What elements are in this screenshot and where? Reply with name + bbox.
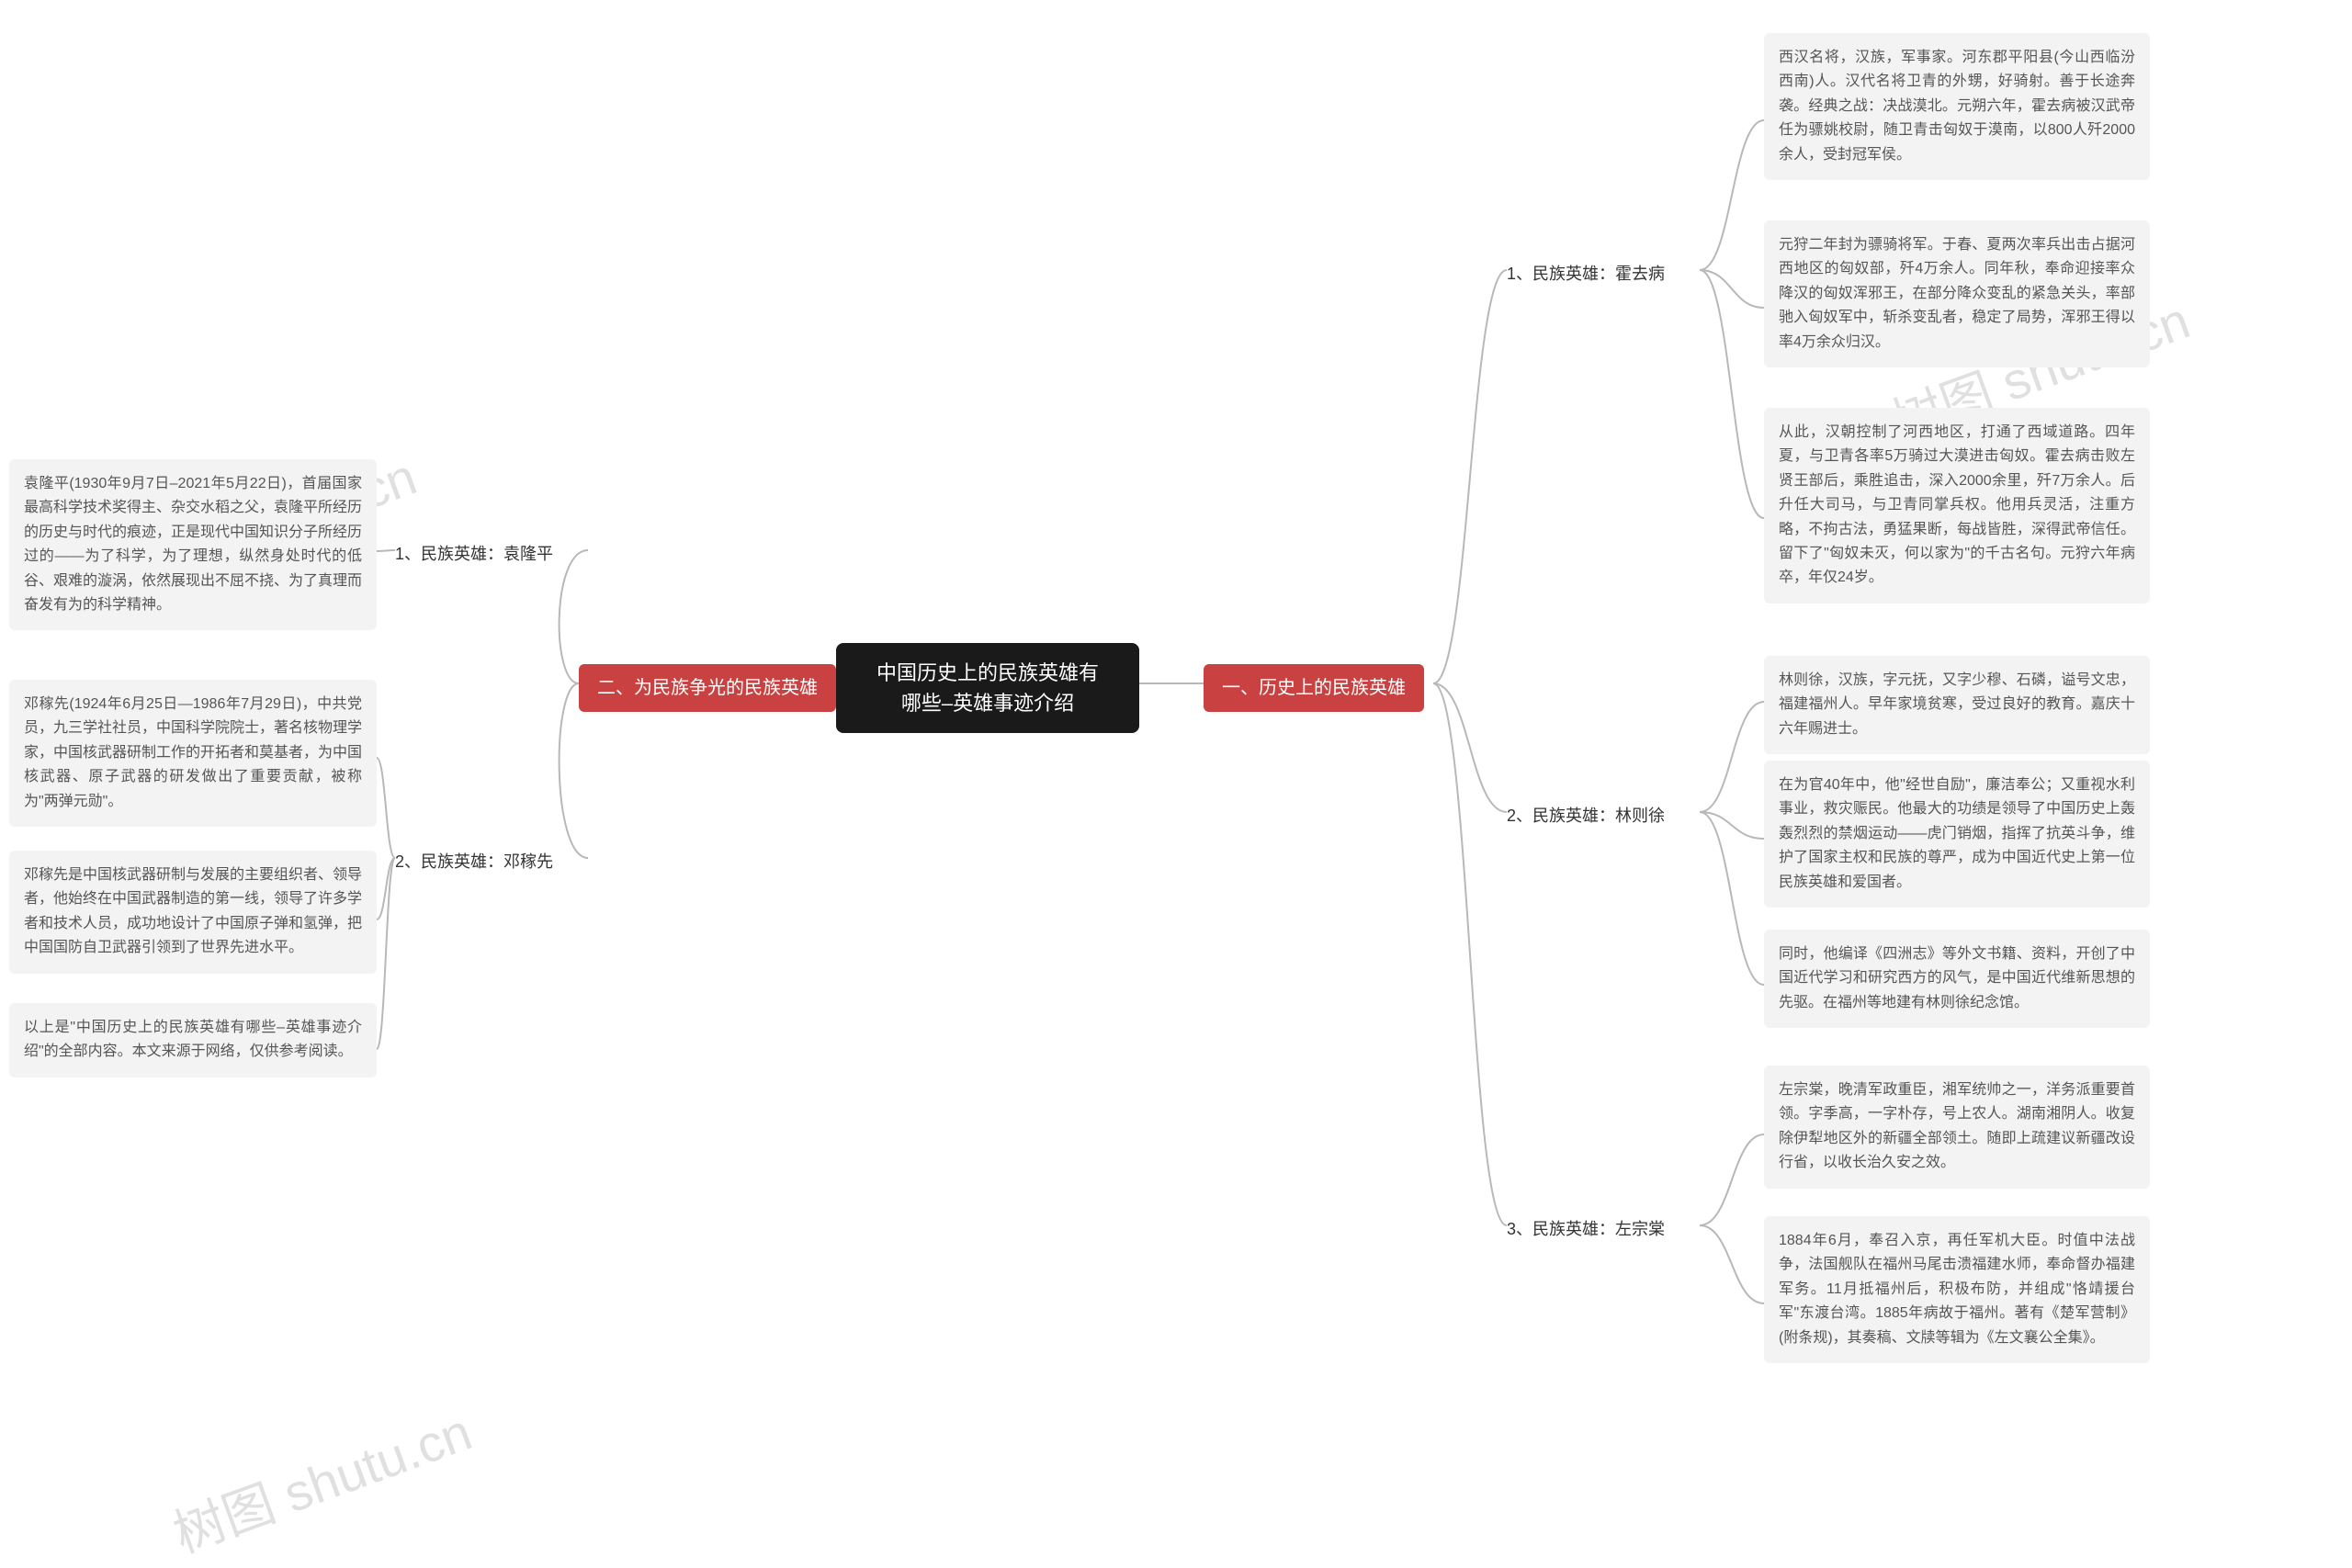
leaf-node: 左宗棠，晚清军政重臣，湘军统帅之一，洋务派重要首领。字季高，一字朴存，号上农人。… — [1764, 1066, 2150, 1189]
sub-node: 3、民族英雄：左宗棠 — [1507, 1213, 1665, 1247]
mindmap-center: 中国历史上的民族英雄有 哪些–英雄事迹介绍 — [836, 643, 1139, 733]
leaf-node: 在为官40年中，他"经世自励"，廉洁奉公；又重视水利事业，救灾赈民。他最大的功绩… — [1764, 761, 2150, 908]
sub-node: 2、民族英雄：林则徐 — [1507, 799, 1665, 833]
leaf-node: 同时，他编译《四洲志》等外文书籍、资料，开创了中国近代学习和研究西方的风气，是中… — [1764, 930, 2150, 1028]
leaf-node: 林则徐，汉族，字元抚，又字少穆、石磷，谥号文忠，福建福州人。早年家境贫寒，受过良… — [1764, 656, 2150, 754]
leaf-node: 邓稼先是中国核武器研制与发展的主要组织者、领导者，他始终在中国武器制造的第一线，… — [9, 851, 377, 974]
leaf-node: 邓稼先(1924年6月25日—1986年7月29日)，中共党员，九三学社社员，中… — [9, 680, 377, 827]
center-line1: 中国历史上的民族英雄有 — [876, 661, 1099, 684]
sub-node: 1、民族英雄：袁隆平 — [395, 537, 553, 571]
center-line2: 哪些–英雄事迹介绍 — [901, 692, 1074, 715]
branch-right: 一、历史上的民族英雄 — [1204, 664, 1424, 712]
watermark: 树图 shutu.cn — [162, 1391, 481, 1567]
leaf-node: 1884年6月，奉召入京，再任军机大臣。时值中法战争，法国舰队在福州马尾击溃福建… — [1764, 1216, 2150, 1363]
leaf-node: 袁隆平(1930年9月7日–2021年5月22日)，首届国家最高科学技术奖得主、… — [9, 459, 377, 630]
leaf-node: 西汉名将，汉族，军事家。河东郡平阳县(今山西临汾西南)人。汉代名将卫青的外甥，好… — [1764, 33, 2150, 180]
leaf-node: 从此，汉朝控制了河西地区，打通了西域道路。四年夏，与卫青各率5万骑过大漠进击匈奴… — [1764, 408, 2150, 604]
leaf-node: 以上是"中国历史上的民族英雄有哪些–英雄事迹介绍"的全部内容。本文来源于网络，仅… — [9, 1003, 377, 1077]
sub-node: 1、民族英雄：霍去病 — [1507, 257, 1665, 291]
leaf-node: 元狩二年封为骠骑将军。于春、夏两次率兵出击占据河西地区的匈奴部，歼4万余人。同年… — [1764, 220, 2150, 367]
sub-node: 2、民族英雄：邓稼先 — [395, 845, 553, 879]
branch-left: 二、为民族争光的民族英雄 — [579, 664, 836, 712]
